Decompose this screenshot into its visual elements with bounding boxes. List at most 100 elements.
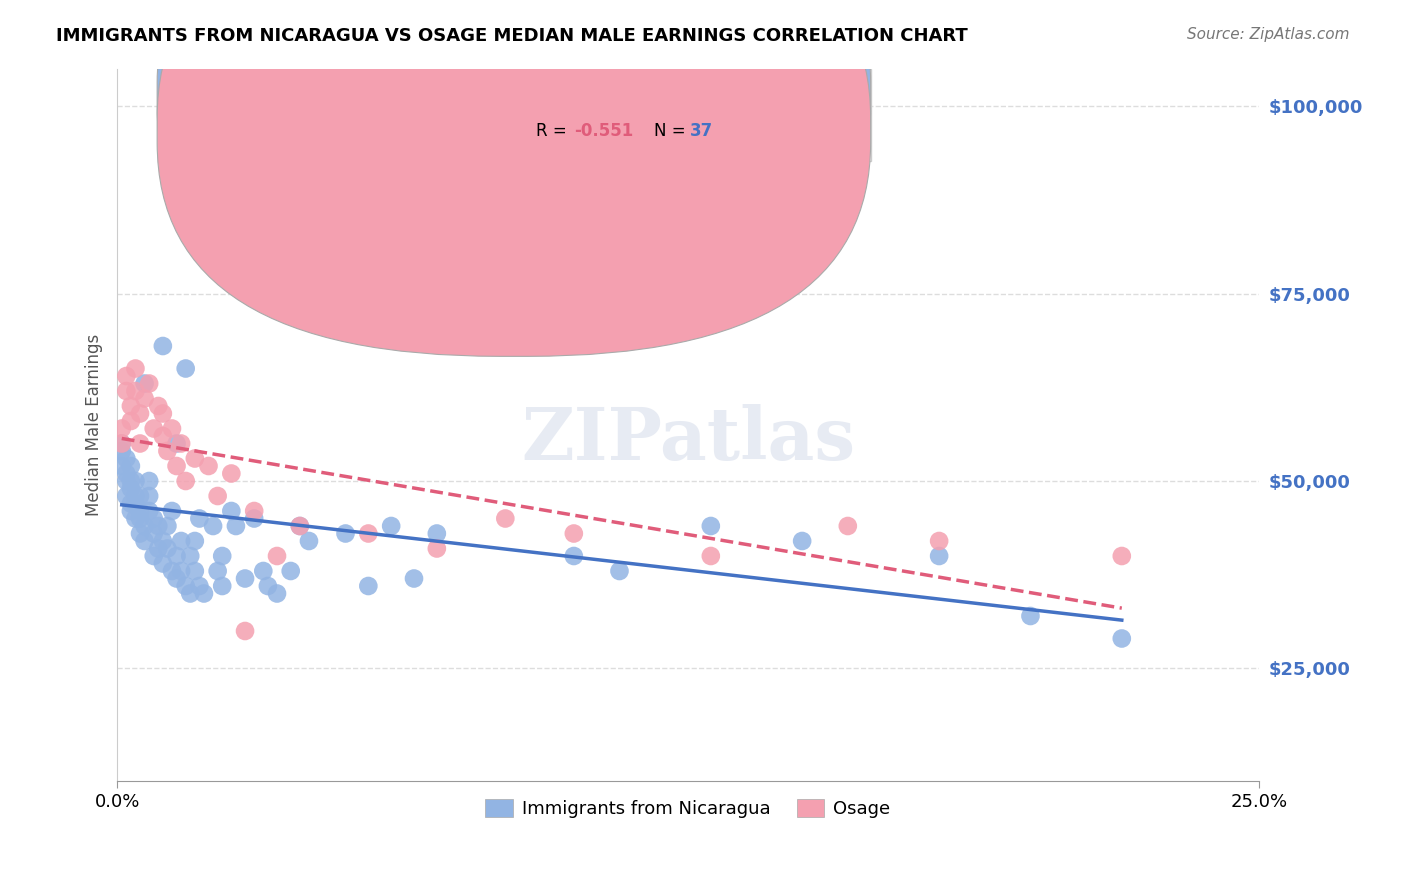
- Osage: [170, 436, 193, 450]
- Immigrants from Nicaragua: [170, 564, 193, 578]
- Immigrants from Nicaragua: [160, 504, 183, 518]
- Immigrants from Nicaragua: [142, 511, 165, 525]
- Osage: [148, 399, 170, 413]
- Immigrants from Nicaragua: [357, 579, 380, 593]
- Immigrants from Nicaragua: [174, 361, 197, 376]
- Immigrants from Nicaragua: [207, 564, 229, 578]
- Osage: [221, 467, 243, 481]
- Osage: [115, 384, 138, 398]
- Immigrants from Nicaragua: [184, 564, 207, 578]
- Immigrants from Nicaragua: [111, 444, 134, 458]
- Immigrants from Nicaragua: [288, 519, 311, 533]
- Immigrants from Nicaragua: [197, 174, 219, 188]
- Immigrants from Nicaragua: [188, 579, 211, 593]
- Immigrants from Nicaragua: [129, 526, 152, 541]
- Immigrants from Nicaragua: [156, 541, 179, 556]
- Immigrants from Nicaragua: [609, 564, 631, 578]
- Osage: [166, 458, 188, 473]
- Osage: [426, 541, 449, 556]
- Immigrants from Nicaragua: [298, 534, 321, 549]
- Osage: [160, 421, 183, 435]
- Text: 80: 80: [690, 86, 713, 103]
- Immigrants from Nicaragua: [179, 586, 201, 600]
- Immigrants from Nicaragua: [115, 451, 138, 466]
- Immigrants from Nicaragua: [142, 526, 165, 541]
- Immigrants from Nicaragua: [120, 458, 142, 473]
- Immigrants from Nicaragua: [148, 519, 170, 533]
- Immigrants from Nicaragua: [792, 534, 814, 549]
- Immigrants from Nicaragua: [111, 436, 134, 450]
- FancyBboxPatch shape: [157, 0, 870, 321]
- Immigrants from Nicaragua: [243, 511, 266, 525]
- Immigrants from Nicaragua: [426, 526, 449, 541]
- Immigrants from Nicaragua: [156, 519, 179, 533]
- Immigrants from Nicaragua: [174, 579, 197, 593]
- Immigrants from Nicaragua: [124, 511, 146, 525]
- Text: R =: R =: [536, 86, 572, 103]
- Osage: [156, 444, 179, 458]
- Immigrants from Nicaragua: [120, 482, 142, 496]
- Osage: [243, 504, 266, 518]
- Text: -0.331: -0.331: [574, 86, 633, 103]
- Osage: [129, 436, 152, 450]
- Osage: [837, 519, 859, 533]
- Immigrants from Nicaragua: [380, 519, 402, 533]
- Osage: [134, 392, 156, 406]
- Immigrants from Nicaragua: [252, 564, 274, 578]
- Immigrants from Nicaragua: [152, 534, 174, 549]
- Immigrants from Nicaragua: [124, 496, 146, 510]
- Immigrants from Nicaragua: [184, 534, 207, 549]
- Immigrants from Nicaragua: [138, 474, 160, 488]
- Osage: [111, 421, 134, 435]
- Osage: [152, 429, 174, 443]
- Osage: [138, 376, 160, 391]
- Immigrants from Nicaragua: [152, 339, 174, 353]
- Osage: [184, 451, 207, 466]
- Osage: [700, 549, 723, 563]
- Immigrants from Nicaragua: [166, 436, 188, 450]
- Immigrants from Nicaragua: [134, 376, 156, 391]
- Osage: [124, 361, 146, 376]
- Immigrants from Nicaragua: [129, 511, 152, 525]
- Osage: [152, 407, 174, 421]
- Text: Source: ZipAtlas.com: Source: ZipAtlas.com: [1187, 27, 1350, 42]
- Osage: [928, 534, 950, 549]
- Immigrants from Nicaragua: [1111, 632, 1133, 646]
- Osage: [111, 436, 134, 450]
- Immigrants from Nicaragua: [124, 489, 146, 503]
- Osage: [124, 384, 146, 398]
- Osage: [1111, 549, 1133, 563]
- Immigrants from Nicaragua: [120, 504, 142, 518]
- Immigrants from Nicaragua: [115, 489, 138, 503]
- Immigrants from Nicaragua: [562, 549, 585, 563]
- Osage: [120, 414, 142, 428]
- Immigrants from Nicaragua: [402, 572, 425, 586]
- Immigrants from Nicaragua: [115, 467, 138, 481]
- Immigrants from Nicaragua: [115, 474, 138, 488]
- Immigrants from Nicaragua: [179, 549, 201, 563]
- Immigrants from Nicaragua: [211, 549, 233, 563]
- Immigrants from Nicaragua: [160, 564, 183, 578]
- Osage: [494, 511, 516, 525]
- Text: 37: 37: [690, 121, 713, 139]
- Osage: [115, 369, 138, 384]
- Osage: [266, 549, 288, 563]
- Immigrants from Nicaragua: [129, 504, 152, 518]
- Text: N =: N =: [654, 86, 690, 103]
- Text: -0.551: -0.551: [574, 121, 633, 139]
- Immigrants from Nicaragua: [134, 519, 156, 533]
- Osage: [142, 421, 165, 435]
- Immigrants from Nicaragua: [166, 549, 188, 563]
- Osage: [233, 624, 256, 638]
- Osage: [562, 526, 585, 541]
- Immigrants from Nicaragua: [335, 526, 357, 541]
- Immigrants from Nicaragua: [138, 489, 160, 503]
- Immigrants from Nicaragua: [193, 586, 215, 600]
- Immigrants from Nicaragua: [202, 519, 225, 533]
- Immigrants from Nicaragua: [152, 557, 174, 571]
- Immigrants from Nicaragua: [170, 534, 193, 549]
- Text: ZIPatlas: ZIPatlas: [522, 403, 855, 475]
- FancyBboxPatch shape: [482, 69, 870, 161]
- Y-axis label: Median Male Earnings: Median Male Earnings: [86, 334, 103, 516]
- Immigrants from Nicaragua: [148, 541, 170, 556]
